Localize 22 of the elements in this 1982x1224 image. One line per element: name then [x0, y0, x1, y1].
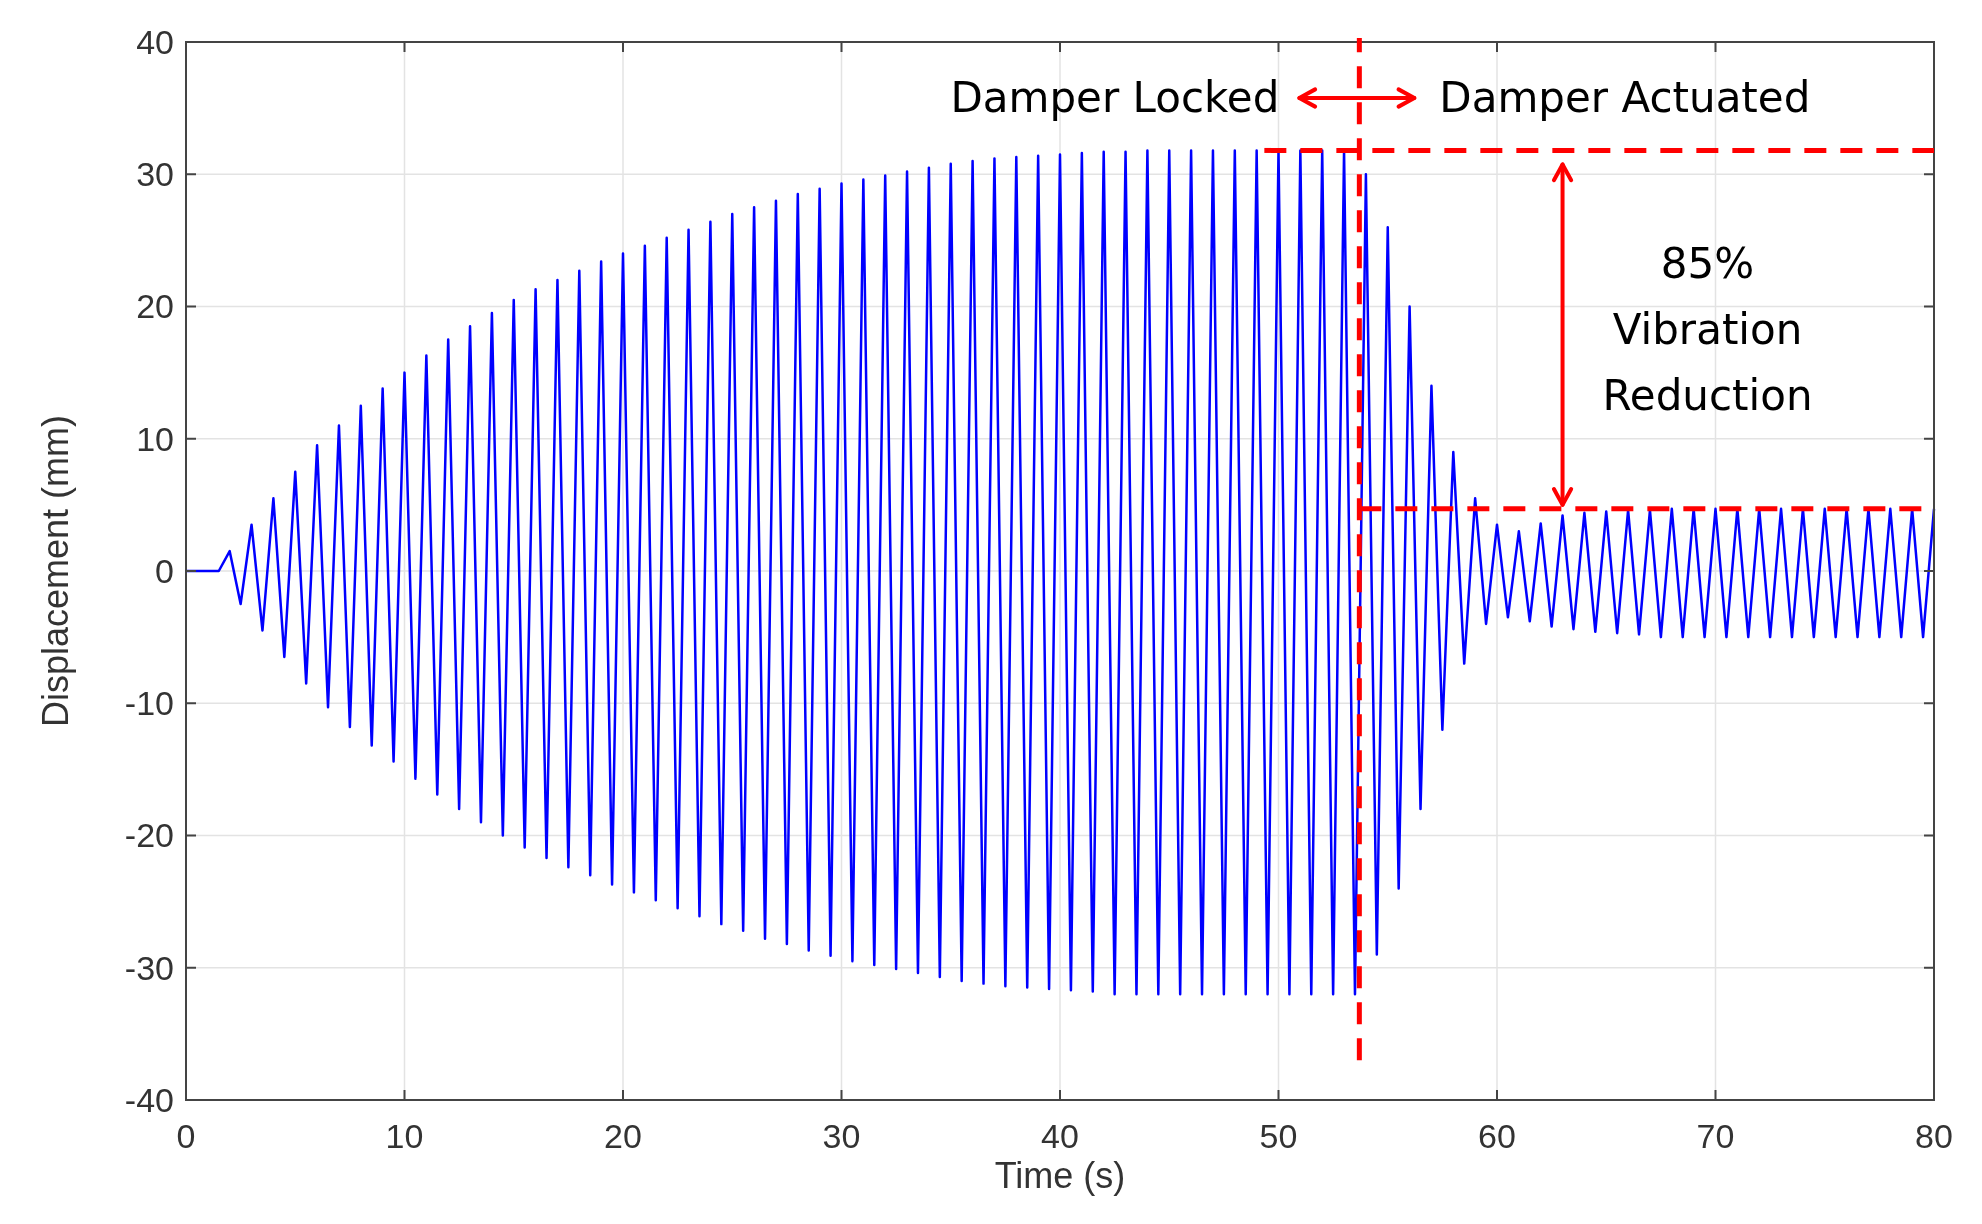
annotation: Damper Locked: [950, 73, 1280, 122]
y-tick-label: 10: [136, 419, 174, 458]
y-tick-label: -40: [124, 1080, 174, 1119]
y-axis-title: Displacement (mm): [35, 414, 76, 728]
y-tick-label: 30: [136, 155, 174, 194]
y-tick-label: -10: [124, 684, 174, 723]
y-tick-label: -20: [124, 816, 174, 855]
x-tick-label: 20: [604, 1117, 642, 1155]
y-tick-label: -30: [124, 948, 174, 987]
x-tick-label: 50: [1259, 1117, 1298, 1155]
x-tick-label: 10: [385, 1117, 424, 1155]
x-tick-label: 40: [1041, 1117, 1079, 1155]
x-axis-title: Time (s): [994, 1155, 1126, 1196]
annotation: 85% Vibration Reduction: [1602, 238, 1813, 420]
annotation: Damper Actuated: [1439, 73, 1811, 122]
x-tick-label: 30: [822, 1117, 861, 1155]
y-tick-label: 20: [136, 287, 174, 326]
x-tick-label: 70: [1696, 1117, 1735, 1155]
x-tick-label: 60: [1478, 1117, 1516, 1155]
x-tick-label: 80: [1915, 1117, 1953, 1155]
y-tick-label: 0: [155, 551, 174, 590]
y-tick-label: 40: [136, 22, 174, 61]
